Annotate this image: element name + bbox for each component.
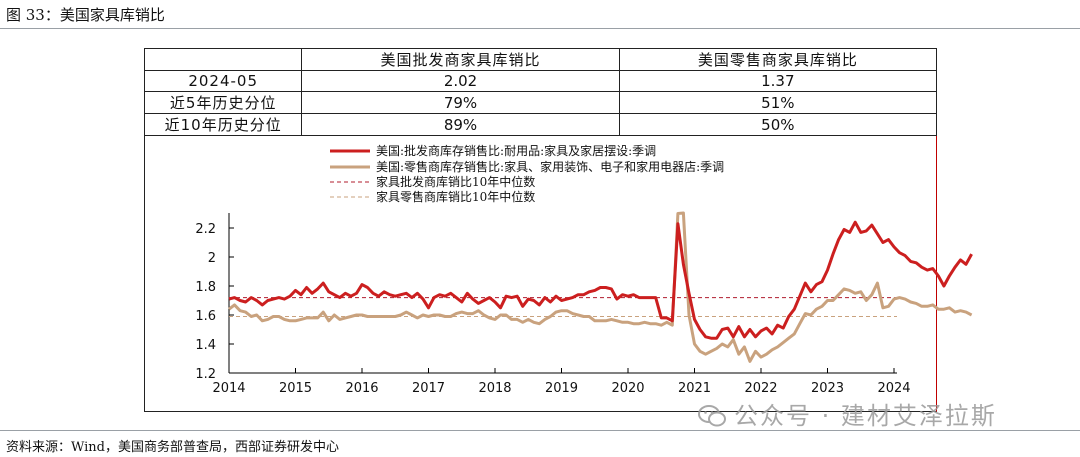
legend-label: 美国:零售商库存销售比:家具、家用装饰、电子和家用电器店:季调 (376, 159, 724, 174)
source-divider (0, 430, 1080, 431)
legend-label: 美国:批发商库存销售比:耐用品:家具及家居摆设:季调 (376, 143, 656, 158)
x-tick-label: 2024 (877, 381, 910, 396)
x-tick-label: 2017 (412, 381, 445, 396)
chart-legend: 美国:批发商库存销售比:耐用品:家具及家居摆设:季调美国:零售商库存销售比:家具… (330, 143, 724, 204)
y-tick-label: 2.2 (195, 222, 216, 237)
watermark-text: 公众号 · 建材艾泽拉斯 (734, 402, 997, 430)
table-header-cell: 美国批发商家具库销比 (301, 48, 620, 71)
table-header-row: 美国批发商家具库销比 美国零售商家具库销比 (143, 48, 938, 71)
chart-axes: 1.2 1.4 1.6 1.8 2 2.2 2014 2015 2016 2017 2018 2019… (195, 213, 911, 396)
x-tick-label: 2020 (611, 381, 644, 396)
x-tick-label: 2015 (279, 381, 312, 396)
table-header-cell: 美国零售商家具库销比 (618, 48, 938, 71)
legend-label: 家具零售商库销比10年中位数 (376, 189, 535, 204)
watermark: 公众号 · 建材艾泽拉斯 (698, 396, 997, 431)
y-tick-label: 1.8 (195, 280, 216, 295)
x-tick-label: 2021 (678, 381, 711, 396)
stats-table: 美国批发商家具库销比 美国零售商家具库销比 2024-05 2.02 1.37 … (143, 48, 938, 136)
retail-series-line-group (228, 211, 973, 363)
x-tick-label: 2016 (345, 381, 378, 396)
y-tick-label: 1.6 (195, 309, 216, 324)
wholesale-series-line-group (228, 220, 973, 340)
source-note: 资料来源：Wind，美国商务部普查局，西部证券研发中心 (6, 440, 339, 455)
y-tick-label: 1.4 (195, 338, 216, 353)
x-tick-label: 2014 (212, 381, 245, 396)
table-cell: 50% (618, 113, 938, 136)
table-row: 近10年历史分位 89% 50% (143, 113, 938, 136)
x-tick-label: 2023 (811, 381, 844, 396)
x-tick-label: 2022 (744, 381, 777, 396)
table-cell: 89% (301, 113, 620, 136)
y-tick-label: 1.2 (195, 367, 216, 382)
wechat-icon (698, 405, 726, 427)
legend-label: 家具批发商库销比10年中位数 (376, 174, 535, 189)
x-tick-label: 2018 (478, 381, 511, 396)
table-row-label: 近10年历史分位 (143, 113, 303, 136)
table-cell: 1.37 (618, 70, 938, 92)
title-divider (0, 28, 1080, 29)
chart-series (228, 211, 973, 363)
table-cell: 79% (301, 91, 620, 114)
x-tick-label: 2019 (545, 381, 578, 396)
figure-title: 图 33：美国家具库销比 (6, 6, 165, 24)
y-tick-label: 2 (208, 251, 216, 266)
table-row: 2024-05 2.02 1.37 (143, 70, 938, 92)
